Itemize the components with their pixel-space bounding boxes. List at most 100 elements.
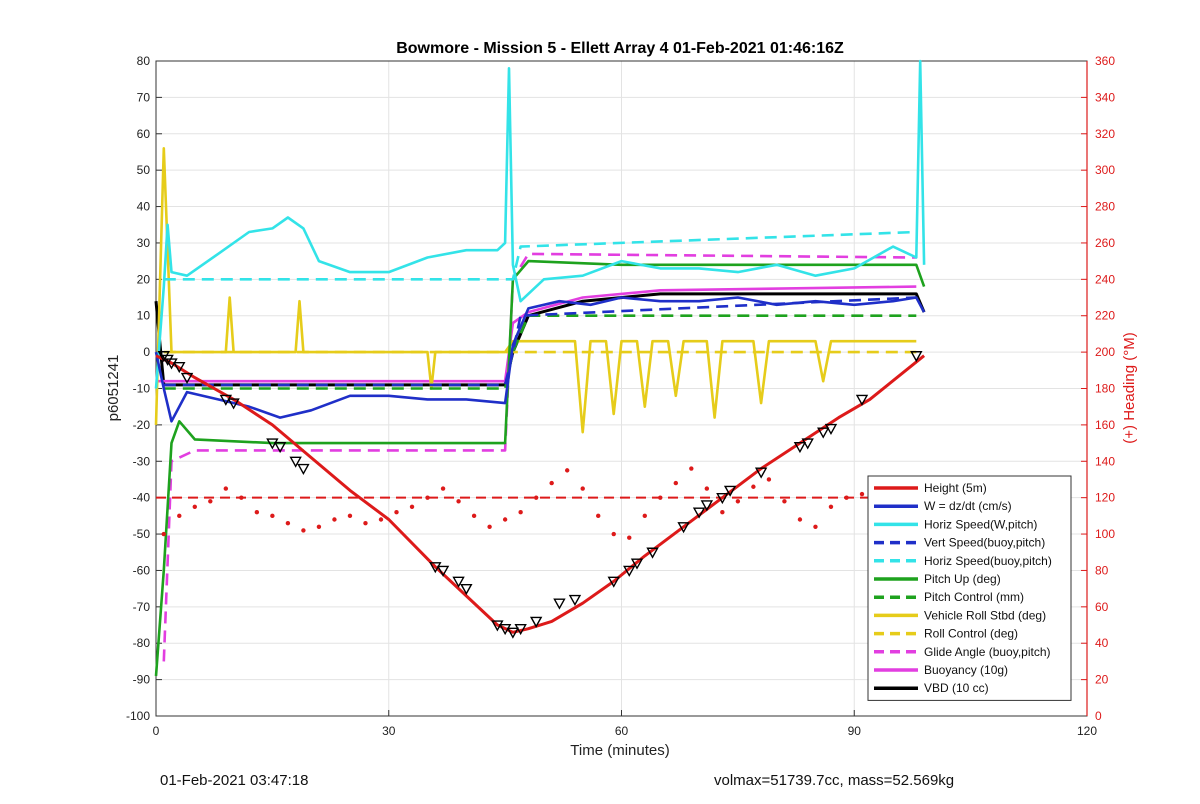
chart: Bowmore - Mission 5 - Ellett Array 4 01-… (105, 40, 1138, 759)
footer-timestamp: 01-Feb-2021 03:47:18 (160, 772, 309, 789)
height-marker (180, 372, 194, 385)
y2-tick-label: 260 (1095, 236, 1115, 250)
heading-point (844, 495, 849, 500)
height-marker (723, 485, 737, 497)
heading-point (658, 495, 663, 500)
series-line (154, 292, 926, 387)
heading-point (301, 528, 306, 533)
legend-label: Pitch Up (deg) (924, 572, 1001, 586)
heading-point (487, 524, 492, 529)
legend-label: Horiz Speed(W,pitch) (924, 517, 1037, 531)
series-line (154, 147, 917, 434)
height-marker (700, 500, 714, 512)
height-marker (460, 583, 473, 596)
series-line (155, 354, 926, 634)
height-marker (173, 361, 186, 374)
height-marker (623, 565, 636, 577)
y2-tick-label: 180 (1095, 382, 1115, 396)
y-tick-label: -80 (133, 636, 151, 650)
heading-point (409, 504, 415, 509)
legend-label: Height (5m) (924, 481, 987, 495)
heading-point (704, 486, 710, 491)
height-marker (910, 351, 923, 363)
y-tick-label: -50 (133, 527, 151, 541)
legend-label: Buoyancy (10g) (924, 663, 1008, 677)
y-axis-label: p6051241 (105, 355, 122, 422)
heading-point (596, 513, 601, 519)
height-marker (716, 492, 729, 505)
x-tick-label: 120 (1077, 724, 1097, 738)
x-tick-label: 30 (382, 724, 396, 738)
x-tick-label: 0 (153, 724, 160, 738)
heading-point (177, 513, 182, 519)
y-tick-label: -90 (133, 673, 151, 687)
y2-tick-label: 160 (1095, 418, 1115, 432)
y-tick-label: -20 (133, 418, 151, 432)
footer-volume-mass: volmax=51739.7cc, mass=52.569kg (714, 772, 955, 789)
y-tick-label: -40 (133, 491, 151, 505)
legend-label: Glide Angle (buoy,pitch) (924, 645, 1051, 659)
y2-tick-label: 100 (1095, 527, 1115, 541)
heading-point (611, 531, 616, 537)
heading-point (254, 510, 260, 515)
height-marker (801, 438, 814, 450)
legend-label: W = dz/dt (cm/s) (924, 499, 1012, 513)
height-marker (506, 627, 520, 639)
heading-point (440, 486, 446, 491)
series-line (154, 59, 926, 389)
heading-point (580, 486, 585, 491)
heading-point (378, 517, 384, 522)
y2-tick-label: 220 (1095, 309, 1115, 323)
height-marker (646, 547, 659, 559)
legend-label: Vehicle Roll Stbd (deg) (924, 608, 1046, 622)
x-tick-label: 60 (615, 724, 629, 738)
height-marker (157, 351, 170, 363)
heading-point (564, 468, 570, 473)
series-line (154, 259, 926, 677)
y2-tick-label: 40 (1095, 636, 1109, 650)
height-marker (553, 598, 566, 610)
y2-tick-label: 80 (1095, 563, 1109, 577)
heading-point (239, 495, 244, 500)
y2-tick-label: 60 (1095, 600, 1109, 614)
series-line (154, 296, 926, 423)
height-marker (692, 507, 706, 519)
heading-point (285, 520, 291, 526)
height-marker (855, 394, 869, 406)
y2-tick-label: 240 (1095, 272, 1115, 286)
legend-label: Pitch Control (mm) (924, 590, 1024, 604)
y-tick-label: -100 (126, 709, 150, 723)
heading-point (471, 513, 477, 519)
legend-label: Vert Speed(buoy,pitch) (924, 536, 1045, 550)
height-marker (630, 558, 644, 570)
y2-tick-label: 0 (1095, 709, 1102, 723)
legend-label: Roll Control (deg) (924, 627, 1018, 641)
plot-area (154, 59, 926, 677)
heading-point (270, 513, 275, 519)
y-tick-label: 80 (137, 54, 151, 68)
y-tick-label: 40 (137, 200, 151, 214)
legend-label: Horiz Speed(buoy,pitch) (924, 554, 1052, 568)
y2-tick-label: 280 (1095, 200, 1115, 214)
heading-point (425, 495, 430, 500)
y-tick-label: 30 (137, 236, 151, 250)
height-marker (514, 623, 527, 636)
x-tick-label: 90 (848, 724, 862, 738)
y-tick-label: 70 (137, 90, 151, 104)
heading-point (394, 510, 399, 515)
heading-point (689, 466, 694, 471)
y2-axis-label: (+) Heading (°M) (1121, 332, 1138, 443)
y-tick-label: 60 (137, 127, 151, 141)
y2-tick-label: 140 (1095, 454, 1115, 468)
y2-tick-label: 320 (1095, 127, 1115, 141)
legend-label: VBD (10 cc) (924, 681, 989, 695)
heading-point (223, 486, 229, 491)
heading-point (316, 524, 322, 529)
heading-point (549, 480, 554, 486)
height-marker (452, 576, 465, 588)
legend-box (867, 475, 1072, 701)
y2-tick-label: 340 (1095, 90, 1115, 104)
heading-point (813, 524, 818, 529)
y2-tick-label: 20 (1095, 673, 1109, 687)
heading-point (782, 499, 787, 504)
